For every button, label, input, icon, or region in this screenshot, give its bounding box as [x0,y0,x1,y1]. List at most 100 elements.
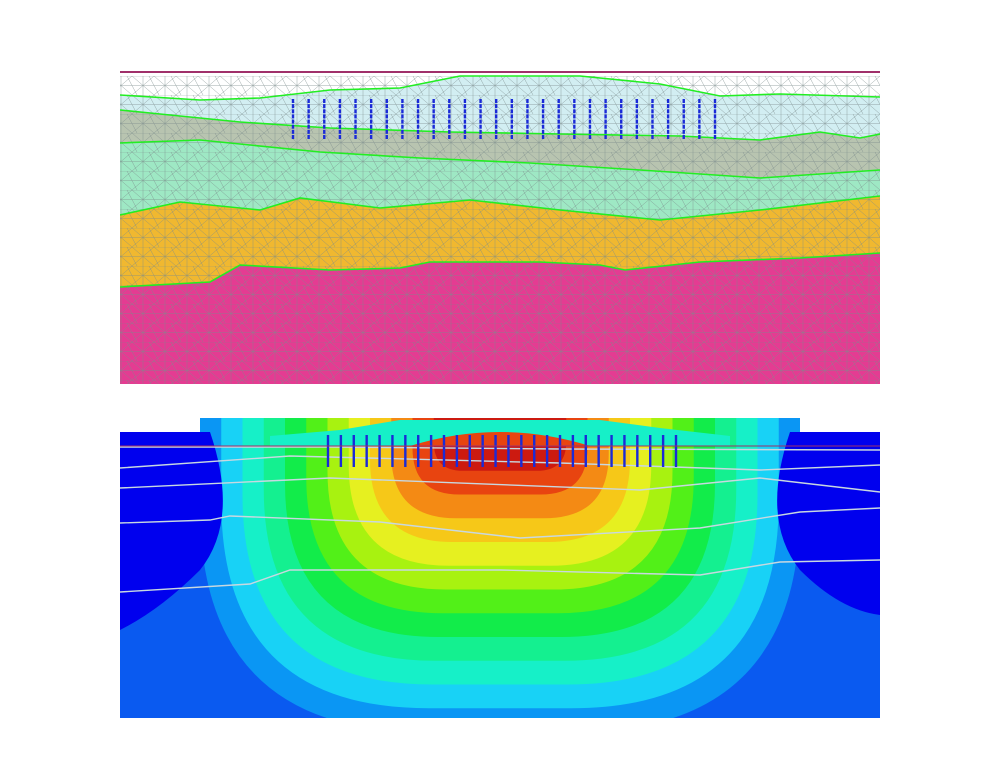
contour-pile-node [610,435,613,439]
mesh-pile-node [323,114,326,119]
mesh-pile-node [541,114,545,119]
contour-pile-23 [610,435,613,467]
mesh-pile-node [494,124,498,129]
contour-pile-19 [558,435,562,467]
contour-pile-node [494,451,497,455]
contour-pile-node [649,447,652,451]
mesh-pile-node [651,104,654,109]
contour-pile-node [610,451,613,455]
mesh-pile-node [682,135,685,139]
mesh-pile-node [338,119,342,124]
contour-pile-4 [365,435,368,467]
mesh-pile-node [510,104,514,109]
mesh-pile-node [463,119,467,124]
mesh-pile-node [448,104,451,109]
contour-pile-node [404,463,407,467]
contour-pile-12 [468,435,471,467]
mesh-pile-node [291,119,295,124]
mesh-pile-node [604,135,607,139]
contour-pile-2 [339,435,343,467]
contour-pile-node [326,435,330,439]
mesh-pile-node [713,135,717,139]
contour-pile-node [417,451,420,455]
mesh-pile-node [713,119,717,124]
mesh-pile-node [463,129,467,134]
mesh-pile-node [588,114,592,119]
contour-pile-node [326,463,330,467]
contour-pile-15 [507,435,510,467]
mesh-pile-node [604,119,607,124]
mesh-pile-node [526,119,529,124]
boundary-4-5 [120,252,880,288]
contour-pile-node [558,439,562,443]
mesh-pile-node [307,129,310,134]
mesh-pile-node [682,109,685,114]
mesh-pile-node [635,135,639,139]
mesh-pile-node [463,104,467,109]
mesh-pile-node [369,114,373,119]
contour-pile-node [404,459,407,463]
contour-pile-node [339,459,343,463]
contour-pile-node [417,439,420,443]
contour-pile-node [365,455,368,459]
contour-pile-node [326,443,330,447]
contour-pile-node [623,463,626,467]
boundary-3-4 [120,195,880,221]
contour-pile-node [455,447,459,451]
mesh-pile-node [432,109,435,114]
contour-pile-node [584,443,587,447]
mesh-pile-node [323,104,326,109]
mesh-pile-node [307,99,310,103]
mesh-pile-10 [432,99,435,139]
contour-pile-node [455,435,459,439]
mesh-pile-node [416,135,420,139]
contour-pile-node [442,455,446,459]
contour-pile-node [404,451,407,455]
contour-pile-node [661,439,665,443]
contour-pile-5 [378,435,381,467]
mesh-pile-node [354,114,357,119]
mesh-pile-node [588,119,592,124]
mesh-pile-node [557,129,560,134]
contour-pile-node [455,463,459,467]
mesh-pile-node [526,104,529,109]
contour-pile-node [533,455,536,459]
mesh-pile-node [416,109,420,114]
contour-pile-node [468,435,471,439]
mesh-pile-node [354,99,357,103]
contour-pile-node [442,463,446,467]
mesh-pile-node [291,129,295,134]
contour-pile-node [378,435,381,439]
contour-pile-node [520,447,523,451]
mesh-pile-node [369,119,373,124]
contour-pile-node [365,459,368,463]
mesh-pile-5 [354,99,357,139]
contour-pile-node [378,447,381,451]
contour-pile-node [481,451,484,455]
contour-pile-node [442,451,446,455]
contour-pile-node [429,459,433,463]
contour-pile-node [494,447,497,451]
mesh-pile-node [541,109,545,114]
mesh-pile-node [588,99,592,103]
contour-pile-node [481,463,484,467]
contour-pile-node [610,455,613,459]
contour-pile-node [494,435,497,439]
mesh-pile-node [479,129,482,134]
contour-pile-node [661,451,665,455]
mesh-pile-node [635,119,639,124]
contour-pile-node [584,447,587,451]
mesh-pile-node [698,104,701,109]
contour-pile-node [520,463,523,467]
mesh-pile-node [604,99,607,103]
mesh-pile-node [416,99,420,103]
contour-pile-node [584,459,587,463]
contour-pile-node [623,447,626,451]
contour-pile-node [417,463,420,467]
mesh-pile-node [620,135,623,139]
mesh-pile-node [557,114,560,119]
contour-pile-node [339,463,343,467]
mesh-pile-node [620,124,623,129]
mesh-pile-node [385,109,388,114]
mesh-pile-node [448,124,451,129]
